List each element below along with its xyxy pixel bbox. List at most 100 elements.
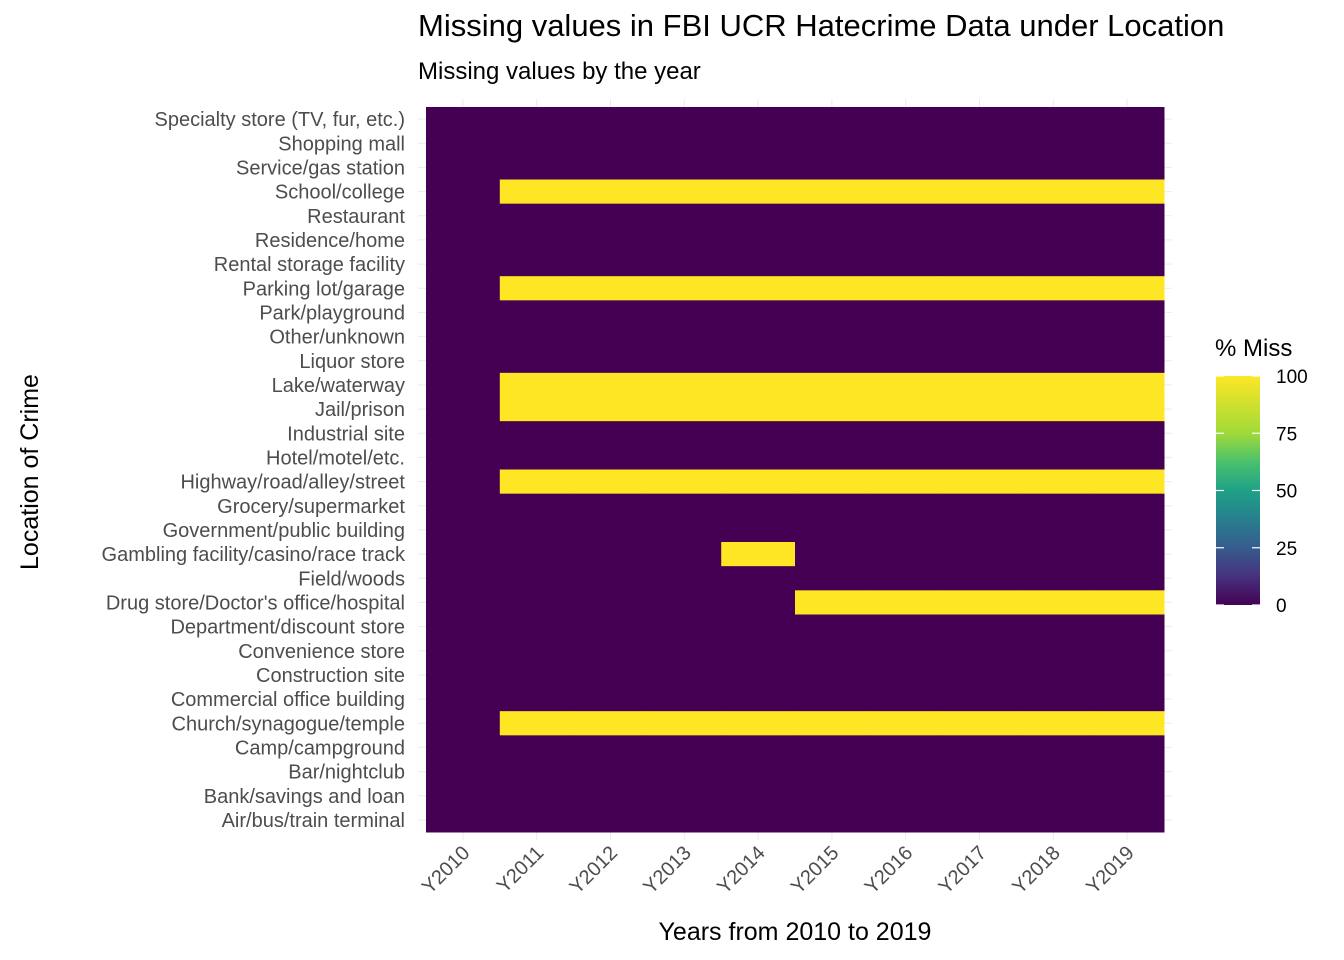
heatmap-cell	[647, 614, 722, 640]
heatmap-cell	[647, 179, 722, 205]
legend-tick-label: 100	[1276, 367, 1308, 388]
heatmap-cell	[795, 687, 870, 712]
heatmap-cell	[499, 711, 575, 736]
heatmap-cell	[573, 276, 648, 301]
heatmap-cell	[573, 203, 648, 229]
heatmap-cell	[573, 517, 648, 543]
heatmap-cell	[573, 300, 648, 325]
x-tick-label: Y2017	[935, 842, 991, 898]
heatmap-cell	[1016, 348, 1091, 374]
heatmap-cell	[426, 469, 501, 495]
heatmap-cell	[721, 783, 796, 809]
heatmap-cell	[868, 372, 944, 398]
heatmap-cell	[1090, 421, 1165, 446]
heatmap-cell	[942, 614, 1017, 640]
heatmap-cell	[499, 227, 575, 253]
heatmap-cell	[647, 542, 722, 567]
y-tick-label: Residence/home	[255, 230, 405, 252]
heatmap-cell	[426, 614, 501, 640]
heatmap-cell	[647, 421, 722, 446]
heatmap-cell	[573, 421, 648, 446]
heatmap-cell	[1090, 807, 1165, 833]
heatmap-cell	[942, 542, 1017, 567]
x-tick-labels: Y2010 Y2011 Y2012 Y2013 Y2014 Y2015 Y2016 Y2017…	[418, 842, 1139, 898]
y-tick-label: Field/woods	[298, 568, 405, 590]
heatmap-cell	[499, 542, 575, 567]
heatmap-cell	[868, 397, 944, 422]
heatmap-cell	[942, 421, 1017, 446]
heatmap-cell	[1016, 227, 1091, 253]
heatmap-cell	[868, 783, 944, 809]
heatmap-cell	[1016, 445, 1091, 470]
heatmap-cell	[647, 276, 722, 301]
heatmap-cell	[1016, 517, 1091, 543]
heatmap-cell	[721, 252, 796, 277]
heatmap-cell	[868, 493, 944, 519]
heatmap-cell	[1090, 662, 1165, 688]
heatmap-cell	[1016, 203, 1091, 229]
heatmap-cell	[426, 421, 501, 446]
y-tick-label: Construction site	[256, 665, 405, 687]
heatmap-cell	[942, 735, 1017, 760]
heatmap-cell	[499, 372, 575, 398]
heatmap-cell	[721, 276, 796, 301]
heatmap-cell	[868, 107, 944, 132]
x-tick-label: Y2016	[861, 842, 917, 898]
y-tick-label: Department/discount store	[170, 617, 405, 639]
heatmap-cell	[1090, 614, 1165, 640]
heatmap-cell	[795, 372, 870, 398]
heatmap-cell	[1016, 783, 1091, 809]
heatmap-cell	[499, 324, 575, 350]
heatmap-cell	[1016, 324, 1091, 350]
heatmap-cell	[499, 107, 575, 132]
y-tick-labels: Specialty store (TV, fur, etc.)Shopping …	[102, 109, 406, 832]
y-tick-label: Liquor store	[299, 351, 405, 373]
heatmap-cell	[721, 807, 796, 833]
heatmap-cell	[647, 155, 722, 180]
heatmap-cell	[868, 227, 944, 253]
heatmap-cell	[721, 421, 796, 446]
heatmap-cell	[795, 759, 870, 785]
heatmap-cell	[942, 348, 1017, 374]
heatmap-cell	[942, 227, 1017, 253]
heatmap-cell	[868, 131, 944, 156]
heatmap-cell	[1016, 179, 1091, 205]
heatmap-cell	[721, 131, 796, 156]
heatmap-cell	[573, 662, 648, 688]
y-tick-label: Industrial site	[287, 423, 405, 445]
heatmap-cell	[1090, 276, 1165, 301]
heatmap-cell	[721, 227, 796, 253]
heatmap-cell	[1090, 517, 1165, 543]
y-tick-label: Highway/road/alley/street	[180, 472, 405, 494]
heatmap-cell	[1090, 445, 1165, 470]
heatmap-cell	[573, 227, 648, 253]
heatmap-cell	[647, 348, 722, 374]
heatmap-cell	[1016, 735, 1091, 760]
heatmap-cell	[647, 203, 722, 229]
heatmap-cell	[1016, 638, 1091, 664]
heatmap-cell	[868, 614, 944, 640]
heatmap-cell	[573, 445, 648, 470]
heatmap-cell	[573, 324, 648, 350]
heatmap-cell	[573, 542, 648, 567]
heatmap-cell	[868, 638, 944, 664]
heatmap-cell	[647, 566, 722, 591]
heatmap-cell	[1090, 107, 1165, 132]
heatmap-cell	[1016, 397, 1091, 422]
heatmap-cell	[573, 566, 648, 591]
heatmap-cell	[426, 324, 501, 350]
heatmap-cell	[942, 155, 1017, 180]
heatmap-cell	[942, 711, 1017, 736]
heatmap-cell	[721, 517, 796, 543]
heatmap-cell	[426, 807, 501, 833]
heatmap-cell	[1090, 759, 1165, 785]
heatmap-cell	[426, 711, 501, 736]
heatmap-cell	[868, 469, 944, 495]
heatmap-cell	[426, 131, 501, 156]
heatmap-cell	[721, 203, 796, 229]
heatmap-cell	[647, 687, 722, 712]
heatmap-cell	[1016, 155, 1091, 180]
heatmap-cell	[573, 759, 648, 785]
heatmap-cell	[426, 372, 501, 398]
y-tick-label: Camp/campground	[235, 737, 405, 759]
